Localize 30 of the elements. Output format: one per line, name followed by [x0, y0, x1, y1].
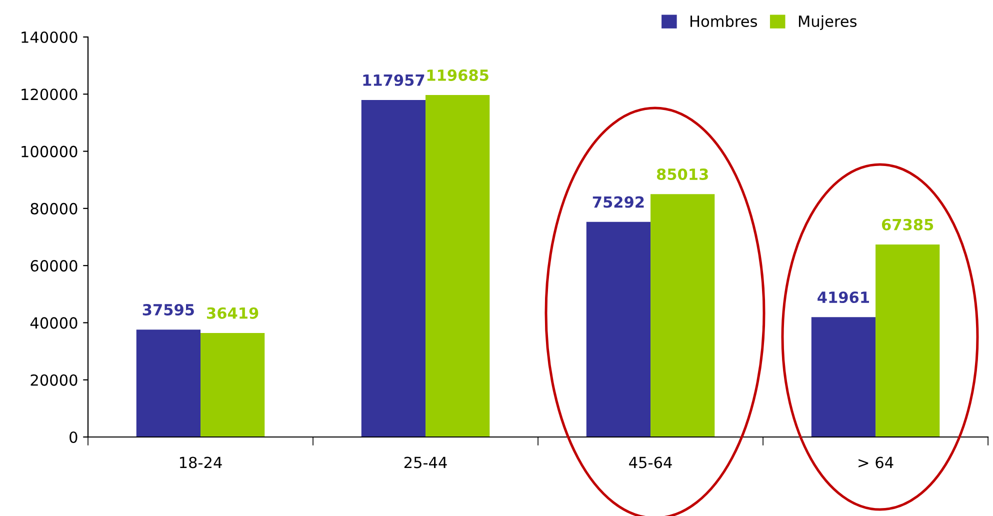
data-label: 117957 [363, 74, 424, 86]
bar [426, 95, 490, 437]
legend-label: Hombres [690, 15, 758, 28]
x-tick-label: > 64 [858, 456, 894, 468]
y-tick-label: 0 [70, 431, 78, 444]
y-tick-label: 100000 [22, 146, 78, 158]
bar [876, 244, 940, 437]
y-tick-label: 60000 [30, 260, 78, 272]
x-tick-label: 18-24 [180, 456, 222, 468]
bar [361, 100, 426, 437]
data-label: 36419 [207, 307, 258, 319]
y-tick-label: 20000 [30, 374, 78, 386]
legend-label: Mujeres [798, 15, 857, 30]
data-label: 75292 [592, 196, 644, 208]
y-tick-label: 40000 [30, 317, 78, 329]
y-tick-label: 80000 [30, 202, 78, 214]
bar [650, 194, 715, 437]
bar [586, 222, 651, 437]
x-tick-label: 45-64 [629, 456, 672, 468]
data-label: 41961 [818, 292, 869, 304]
y-tick-label: 120000 [22, 88, 78, 100]
data-label: 85013 [656, 168, 708, 180]
bar [200, 332, 265, 437]
bar [136, 330, 201, 437]
data-label: 37595 [142, 304, 194, 316]
bar [811, 317, 876, 437]
data-label: 119685 [427, 69, 488, 81]
x-tick-label: 25-44 [404, 456, 447, 468]
data-label: 67385 [882, 218, 934, 230]
y-tick-label: 140000 [22, 31, 78, 44]
